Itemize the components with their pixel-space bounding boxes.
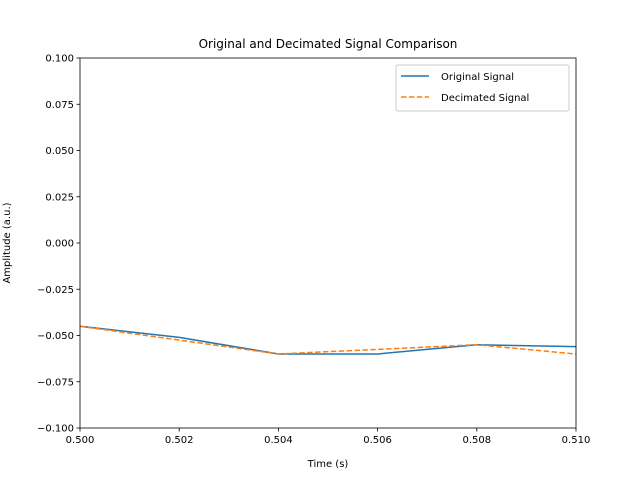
x-tick-label: 0.500 bbox=[66, 435, 95, 446]
y-tick-label: 0.000 bbox=[45, 239, 74, 250]
y-tick-label: 0.050 bbox=[45, 146, 74, 157]
y-tick-label: −0.100 bbox=[37, 424, 74, 435]
x-tick-label: 0.506 bbox=[363, 435, 392, 446]
series-line-decimated bbox=[80, 326, 640, 363]
series-line-original bbox=[80, 326, 576, 354]
legend-label-original: Original Signal bbox=[441, 72, 514, 83]
chart-title: Original and Decimated Signal Comparison bbox=[199, 37, 458, 51]
y-tick-label: −0.075 bbox=[37, 377, 74, 388]
y-axis-label: Amplitude (a.u.) bbox=[2, 202, 13, 283]
x-tick-label: 0.510 bbox=[562, 435, 591, 446]
y-tick-label: 0.075 bbox=[45, 100, 74, 111]
legend: Original Signal Decimated Signal bbox=[396, 65, 569, 111]
plot-frame bbox=[80, 58, 576, 428]
x-axis-label: Time (s) bbox=[307, 459, 349, 470]
y-tick-label: −0.025 bbox=[37, 285, 74, 296]
x-tick-label: 0.504 bbox=[264, 435, 293, 446]
y-tick-label: 0.025 bbox=[45, 192, 74, 203]
x-tick-label: 0.502 bbox=[165, 435, 194, 446]
x-tick-label: 0.508 bbox=[462, 435, 491, 446]
legend-label-decimated: Decimated Signal bbox=[441, 93, 529, 104]
y-tick-label: −0.050 bbox=[37, 331, 74, 342]
y-tick-label: 0.100 bbox=[45, 54, 74, 65]
